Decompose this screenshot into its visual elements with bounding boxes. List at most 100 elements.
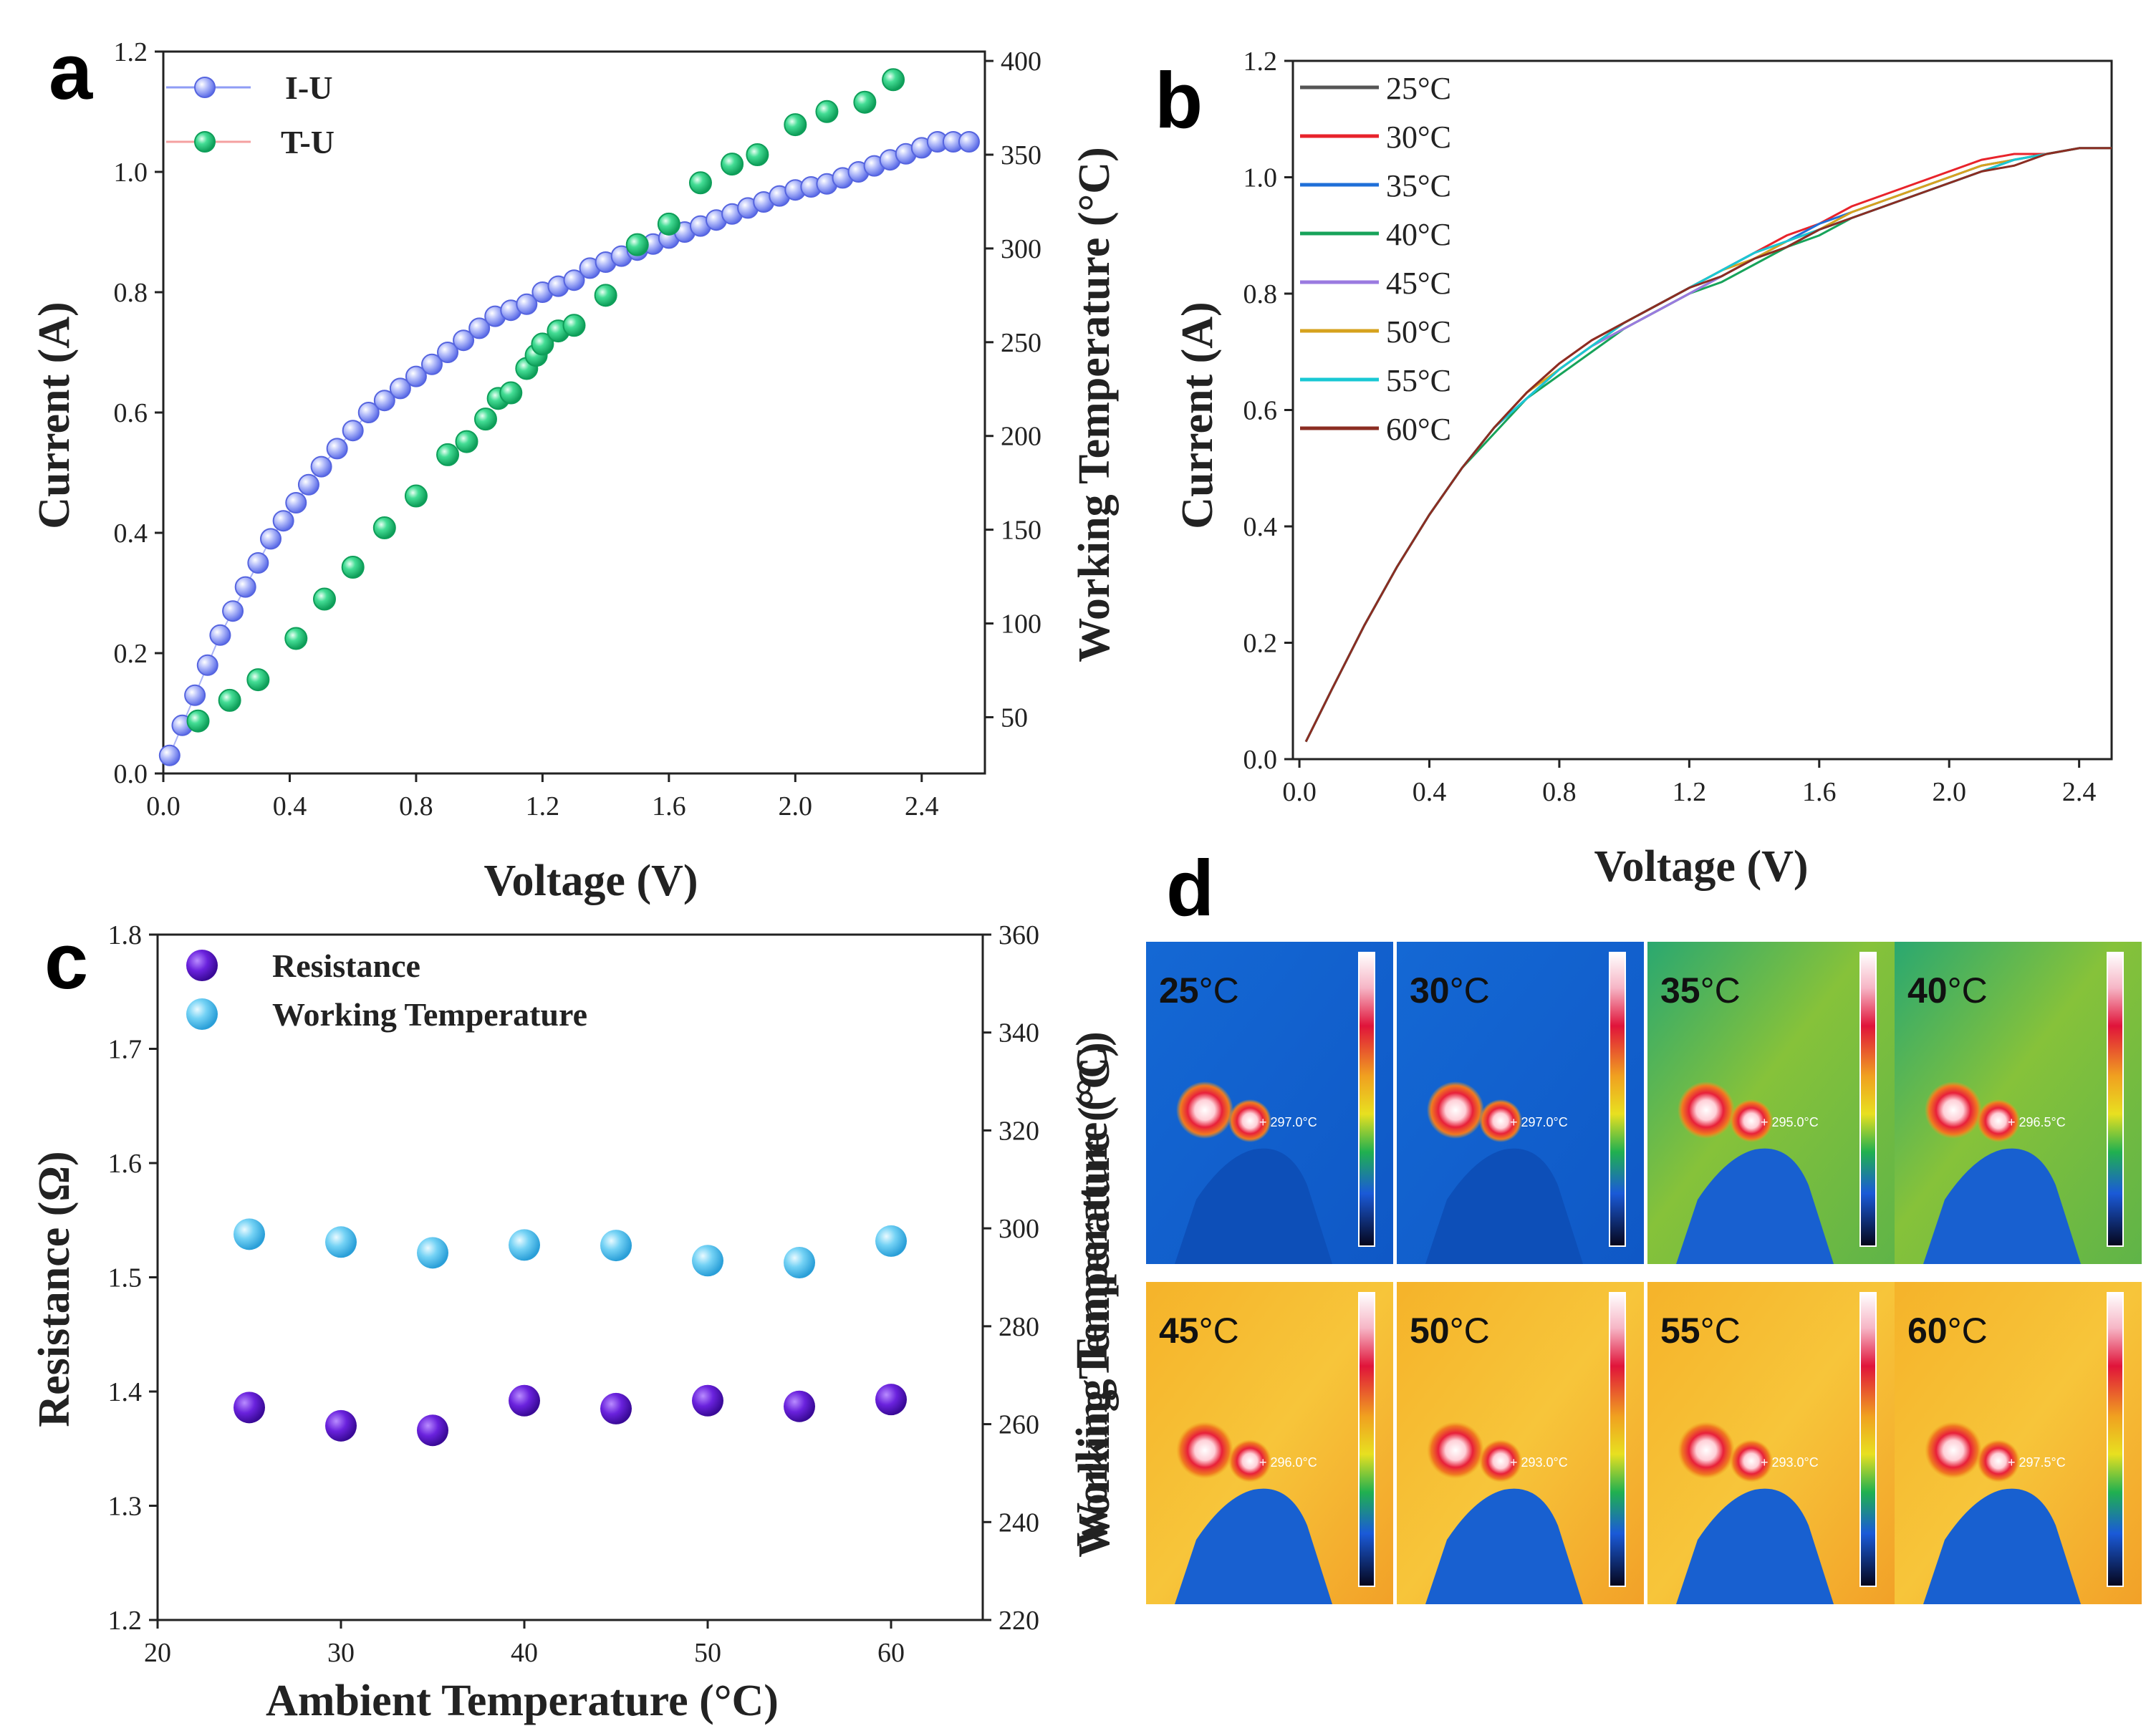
panel-c-plot-frame (156, 933, 984, 1621)
hot-spot-small (1228, 1440, 1271, 1482)
panel-a-xtick-label: 2.0 (779, 791, 813, 821)
thermal-label-number: 50 (1410, 1311, 1450, 1351)
temperature-readout: + 295.0°C (1761, 1115, 1819, 1129)
panel-c-ytick-label: 1.8 (108, 920, 143, 950)
panel-b-label: b (1155, 57, 1203, 145)
color-scale-bar (2107, 1292, 2124, 1587)
panel-c-y2tick-label: 280 (999, 1312, 1039, 1342)
tu-data-point (284, 627, 308, 650)
panel-a-y2tick-label: 100 (1001, 609, 1041, 640)
resistance-data-point (600, 1392, 632, 1424)
iu-data-point (405, 365, 427, 387)
tu-data-point (562, 314, 586, 337)
iu-data-point (437, 342, 459, 363)
temperature-readout: + 293.0°C (1510, 1455, 1568, 1470)
panel-a-xtick-label: 1.2 (526, 791, 560, 821)
panel-a-ytick-label: 0.0 (114, 759, 148, 789)
iu-data-point (342, 420, 364, 442)
panel-a-y2tick-label: 250 (1001, 328, 1041, 358)
thermal-ambient-label: 45°C (1159, 1311, 1239, 1351)
iu-data-point (516, 293, 538, 315)
tu-data-point (721, 153, 744, 176)
color-scale-bar (1358, 952, 1375, 1247)
panel-c-ytick-label: 1.2 (108, 1606, 143, 1636)
thermal-ambient-label: 35°C (1660, 970, 1741, 1011)
color-scale-bar (1859, 952, 1877, 1247)
hot-spot-large (1925, 1081, 1982, 1139)
iu-data-point (310, 455, 332, 478)
iu-data-point (158, 744, 181, 766)
iu-data-point (357, 402, 380, 423)
tu-data-point (186, 709, 210, 733)
cold-object-shape (1923, 1148, 2081, 1264)
panel-c-xtick-label: 60 (877, 1638, 905, 1668)
panel-d-ylabel: Working Temperature (°C) (1070, 1042, 1119, 1557)
legend-label-45c: 45°C (1386, 266, 1451, 301)
panel-c-xtick-label: 20 (144, 1638, 171, 1668)
thermal-image-40c: + 296.5°C 40°C (1895, 942, 2142, 1264)
thermal-label-unit: °C (1199, 1311, 1239, 1351)
hot-spot-large (1678, 1422, 1735, 1479)
panel-a-y2tick-label: 300 (1001, 234, 1041, 264)
tu-data-point (688, 171, 712, 195)
hot-spot-large (1427, 1081, 1484, 1139)
temperature-readout: + 296.0°C (1259, 1455, 1317, 1470)
tu-data-point (473, 408, 497, 431)
panel-c-y2tick-label: 340 (999, 1018, 1039, 1048)
panel-a-y2tick-label: 50 (1001, 703, 1028, 733)
working-temp-data-point (325, 1226, 357, 1258)
panel-d-label: d (1166, 844, 1214, 932)
panel-a-ylabel: Current (A) (30, 302, 79, 529)
hot-spot-small (1730, 1099, 1773, 1142)
resistance-data-point (509, 1384, 540, 1417)
panel-c-xtick-label: 40 (511, 1638, 538, 1668)
panel-c-y2tick-label: 300 (999, 1214, 1039, 1244)
tu-data-point (815, 100, 839, 123)
thermal-image-30c: + 297.0°C 30°C (1397, 942, 1644, 1264)
hot-spot-large (1176, 1081, 1233, 1139)
resistance-data-point (784, 1390, 815, 1422)
hot-spot-large (1427, 1422, 1484, 1479)
thermal-label-unit: °C (1948, 1311, 1988, 1351)
panel-a-y2tick-label: 200 (1001, 422, 1041, 452)
thermal-image-55c: + 293.0°C 55°C (1647, 1282, 1895, 1604)
iu-data-point (247, 552, 269, 574)
legend-label-35c: 35°C (1386, 168, 1451, 203)
panel-c-ytick-label: 1.7 (108, 1035, 143, 1065)
color-scale-bar (1859, 1292, 1877, 1587)
panel-b-ytick-label: 0.4 (1243, 512, 1278, 542)
panel-c-ytick-label: 1.5 (108, 1263, 143, 1293)
thermal-ambient-label: 30°C (1410, 970, 1490, 1011)
panel-b-ylabel: Current (A) (1173, 302, 1222, 529)
iu-data-point (297, 473, 319, 496)
tu-data-point (312, 587, 336, 611)
panel-c-ylabel: Resistance (Ω) (30, 1151, 79, 1427)
temperature-readout: + 297.0°C (1259, 1115, 1317, 1129)
color-scale-bar (1358, 1292, 1375, 1587)
panel-a-xtick-label: 0.0 (146, 791, 181, 821)
iu-data-point (453, 329, 475, 352)
legend-label-60c: 60°C (1386, 412, 1451, 447)
panel-c-xtick-label: 50 (694, 1638, 721, 1668)
resistance-data-point (417, 1414, 448, 1447)
color-scale-bar (1609, 952, 1626, 1247)
panel-b-ytick-label: 1.0 (1243, 163, 1278, 193)
hot-spot-small (1228, 1099, 1271, 1142)
tu-data-point (341, 556, 365, 579)
temperature-readout: + 297.5°C (2008, 1455, 2066, 1470)
thermal-label-number: 40 (1907, 970, 1948, 1011)
panel-a-xtick-label: 0.4 (273, 791, 307, 821)
legend-label-55c: 55°C (1386, 363, 1451, 398)
iu-data-point (196, 654, 218, 676)
tu-data-point (455, 430, 478, 453)
panel-a-label: a (49, 28, 93, 116)
temperature-readout: + 297.0°C (1510, 1115, 1568, 1129)
iu-data-point (389, 377, 411, 400)
working-temp-data-point (600, 1230, 632, 1262)
panel-c-y2label: Working Temperature (°C) (1068, 1031, 1117, 1546)
iu-data-point (272, 510, 294, 532)
legend-tu-marker (194, 131, 216, 153)
thermal-label-unit: °C (1948, 970, 1988, 1011)
panel-b-xtick-label: 0.4 (1413, 777, 1447, 807)
iu-data-point (209, 624, 231, 646)
